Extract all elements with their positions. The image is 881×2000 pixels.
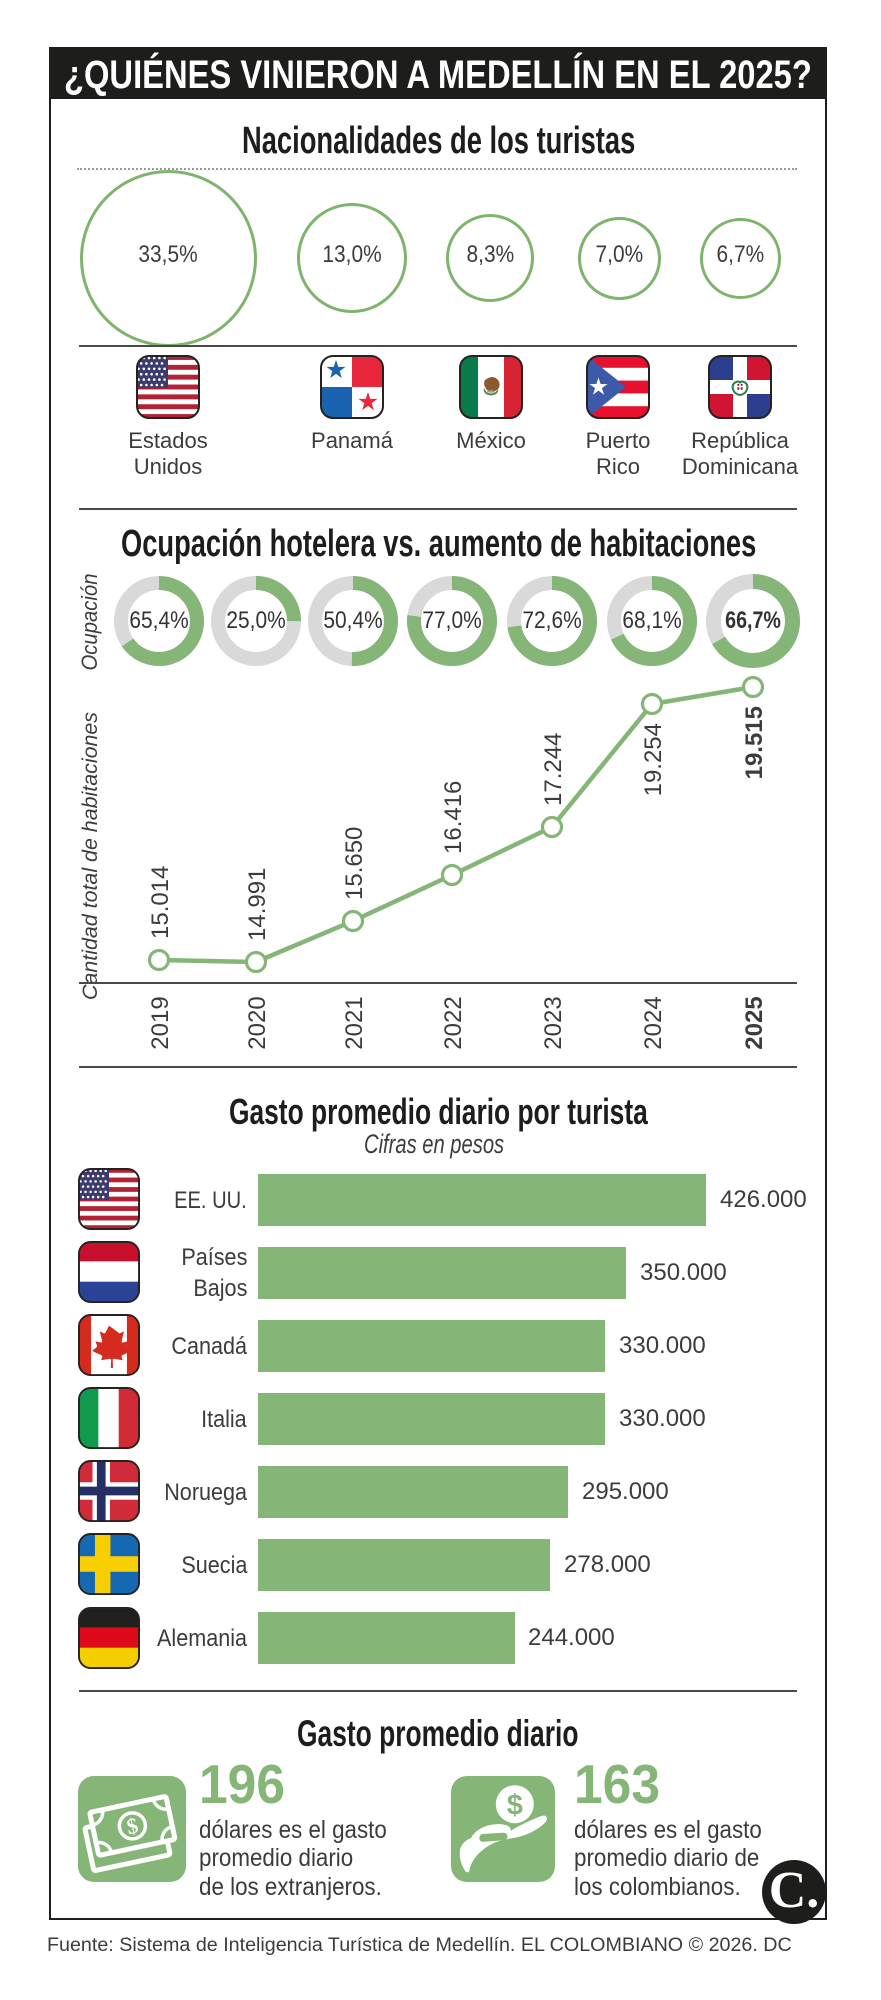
svg-text:14.991: 14.991 xyxy=(244,868,271,941)
svg-text:17.244: 17.244 xyxy=(540,733,567,806)
svg-text:2021: 2021 xyxy=(341,996,368,1049)
svg-text:2023: 2023 xyxy=(540,996,567,1049)
svg-text:Cantidad total de habitaciones: Cantidad total de habitaciones xyxy=(78,712,102,1000)
svg-text:16.416: 16.416 xyxy=(440,781,467,854)
svg-text:2024: 2024 xyxy=(640,996,667,1049)
svg-text:$: $ xyxy=(124,1812,140,1839)
svg-text:2022: 2022 xyxy=(440,996,467,1049)
svg-text:$: $ xyxy=(507,1790,523,1822)
svg-text:15.014: 15.014 xyxy=(147,866,174,939)
svg-text:19.254: 19.254 xyxy=(640,723,667,796)
svg-text:19.515: 19.515 xyxy=(741,706,768,779)
svg-text:2025: 2025 xyxy=(741,996,768,1049)
svg-text:15.650: 15.650 xyxy=(341,827,368,900)
svg-text:2020: 2020 xyxy=(244,996,271,1049)
svg-text:2019: 2019 xyxy=(147,996,174,1049)
svg-text:Ocupación: Ocupación xyxy=(77,574,102,671)
